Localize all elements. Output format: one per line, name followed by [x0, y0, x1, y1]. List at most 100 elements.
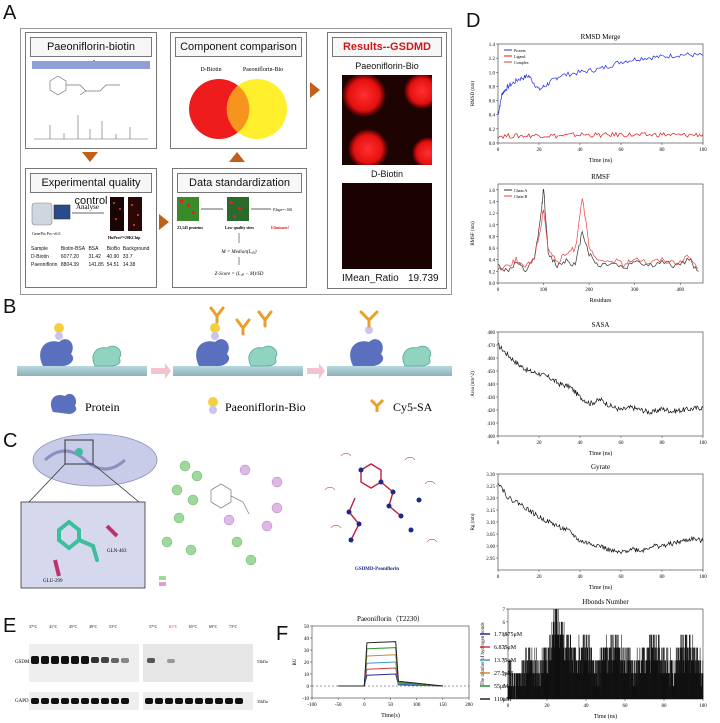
y-tick-label: 40 — [304, 637, 310, 642]
panel-b-diagram: Protein Paeoniflorin-Bio Cy5-SA — [17, 306, 452, 414]
result-spot — [342, 75, 386, 117]
zoom-line — [28, 463, 66, 503]
spectrum-plot — [34, 115, 148, 140]
y-tick-label: 480 — [488, 331, 496, 336]
arrow-comparison-to-results — [310, 82, 320, 98]
qc-table-row: Paeoniflorin 8804.39 141.85 54.51 14.38 — [30, 261, 152, 269]
x-tick-label: 80 — [660, 148, 666, 153]
qc-table-cell: Paeoniflorin — [31, 262, 58, 268]
result-spot — [348, 129, 388, 165]
chart-rmsd: RMSD Merge 0 20 40 60 80 100 0.0 0.2 0.4 0.6 0.8 1.0… — [471, 33, 707, 164]
x-tick-label: 0 — [497, 148, 500, 153]
y-tick-label: 0.4 — [489, 114, 496, 119]
y-tick-label: 3.05 — [486, 533, 495, 538]
chip-image-1 — [110, 197, 124, 231]
qc-title: Experimental quality control — [30, 173, 152, 207]
residue-label-gln: GLN-463 — [107, 549, 127, 554]
plot-frame — [497, 183, 704, 284]
results-top-image — [342, 75, 432, 165]
step-arrow-1 — [151, 363, 171, 379]
temp-label: 45°C — [69, 624, 78, 629]
qc-table-head: Sample Biotin-BSA BSA BioBo Background — [30, 245, 152, 253]
x-tick-label: 400 — [676, 288, 684, 293]
legend-label: 6.875μM — [494, 645, 517, 651]
y-tick-label: 450 — [488, 370, 496, 375]
temperature-labels: 37°C 41°C 45°C 49°C 53°C 57°C 61°C 65°C … — [29, 624, 238, 629]
temp-label: 37°C — [29, 624, 38, 629]
zoom-view — [20, 501, 146, 589]
y-tick-label: 1.0 — [489, 224, 496, 229]
results-box: Results--GSDMD Paeoniflorin-Bio D-Biotin… — [327, 32, 447, 289]
row-label-gsdmd: GSDMD — [15, 660, 33, 665]
qc-table-head-cell: Background — [122, 246, 150, 252]
y-tick-label: 0 — [503, 698, 506, 703]
interaction-map-3d: GSDMD-Peoniflorin — [324, 453, 438, 572]
low-quality-label: Low quality sites — [225, 225, 254, 230]
size-label: 53kDa — [257, 659, 268, 664]
temp-label: 53°C — [109, 624, 118, 629]
y-tick-label: 0.0 — [489, 142, 496, 147]
y-tick-label: 0.8 — [489, 235, 496, 240]
y-tick-label: 50 — [304, 625, 310, 630]
x-tick-label: 100 — [540, 288, 548, 293]
y-tick-label: 6 — [503, 621, 506, 626]
x-tick-label: 20 — [537, 575, 543, 580]
chart-title: SASA — [592, 321, 610, 329]
x-axis-label: Time (ns) — [589, 584, 612, 591]
qc-table-cell: 14.38 — [122, 262, 136, 268]
slide-1 — [17, 366, 147, 376]
y-tick-label: 2 — [503, 672, 506, 677]
qc-table-cell: D-Biotin — [31, 254, 49, 260]
slide-3 — [327, 366, 452, 376]
y-tick-label: 5 — [503, 634, 506, 639]
comparison-box: Component comparison D-Biotin Paeoniflor… — [170, 32, 307, 149]
x-tick-label: 150 — [439, 703, 447, 708]
imean-label: IMean_Ratio — [342, 273, 399, 284]
panel-letter-f: F — [276, 623, 289, 645]
x-tick-label: 0 — [507, 704, 510, 709]
y-tick-label: 1.0 — [489, 71, 496, 76]
series-line — [497, 131, 704, 139]
temp-label: 65°C — [189, 624, 198, 629]
y-axis-label: RU — [293, 658, 298, 665]
array-spots — [180, 200, 241, 218]
temp-label: 41°C — [49, 624, 58, 629]
y-tick-label: 0.4 — [489, 259, 496, 264]
results-title: Results--GSDMD — [332, 37, 442, 57]
y-tick-label: 1.2 — [489, 57, 496, 62]
x-tick-label: -50 — [335, 703, 342, 708]
qc-table-cell: 31.42 — [88, 254, 101, 260]
y-tick-label: 1.4 — [489, 200, 496, 205]
formula-zscore: Z-Score = (Iᵣ,ᵦᵢ − M)/SD — [215, 272, 264, 277]
residue-glu — [53, 559, 61, 577]
arrow-std-to-comparison — [229, 152, 245, 162]
y-tick-label: 20 — [304, 661, 310, 666]
row-label-gapdh: GAPDH — [15, 699, 33, 704]
chart-sasa: SASA 0 20 40 60 80 100 400 410 420 430 440 450 460 470… — [471, 321, 707, 457]
panel-letter-b: B — [3, 296, 17, 318]
x-tick-label: 60 — [619, 575, 625, 580]
x-tick-label: 40 — [578, 148, 584, 153]
marker-box: Paeoniflorin-biotin marker — [25, 32, 157, 149]
legend-label: 27.5μM — [494, 671, 514, 677]
y-tick-label: 410 — [488, 422, 496, 427]
qc-table-head-cell: BioBo — [106, 246, 120, 252]
panel-e-blot: 37°C 41°C 45°C 49°C 53°C 57°C 61°C 65°C … — [15, 624, 268, 710]
panel-letter-c: C — [3, 430, 18, 452]
eliminate-label: Eliminate! — [271, 225, 289, 230]
venn-left-label: D-Biotin — [200, 67, 221, 73]
chart-title: RMSD Merge — [581, 33, 621, 41]
plot-frame — [497, 43, 704, 144]
results-bottom-label: D-Biotin — [370, 169, 403, 179]
x-tick-label: 20 — [545, 704, 551, 709]
panel-letter-e: E — [3, 615, 17, 637]
protein-ribbon — [32, 433, 158, 487]
x-tick-label: 20 — [537, 148, 543, 153]
x-tick-label: 100 — [699, 148, 707, 153]
series-line — [497, 483, 704, 555]
temp-label: 57°C — [149, 624, 158, 629]
results-top-label: Paeoniflorin-Bio — [355, 61, 419, 71]
proteins-label: 23,145 proteins — [177, 225, 203, 230]
y-tick-label: 0.2 — [489, 128, 496, 133]
x-axis-label: Time (ns) — [589, 450, 612, 457]
